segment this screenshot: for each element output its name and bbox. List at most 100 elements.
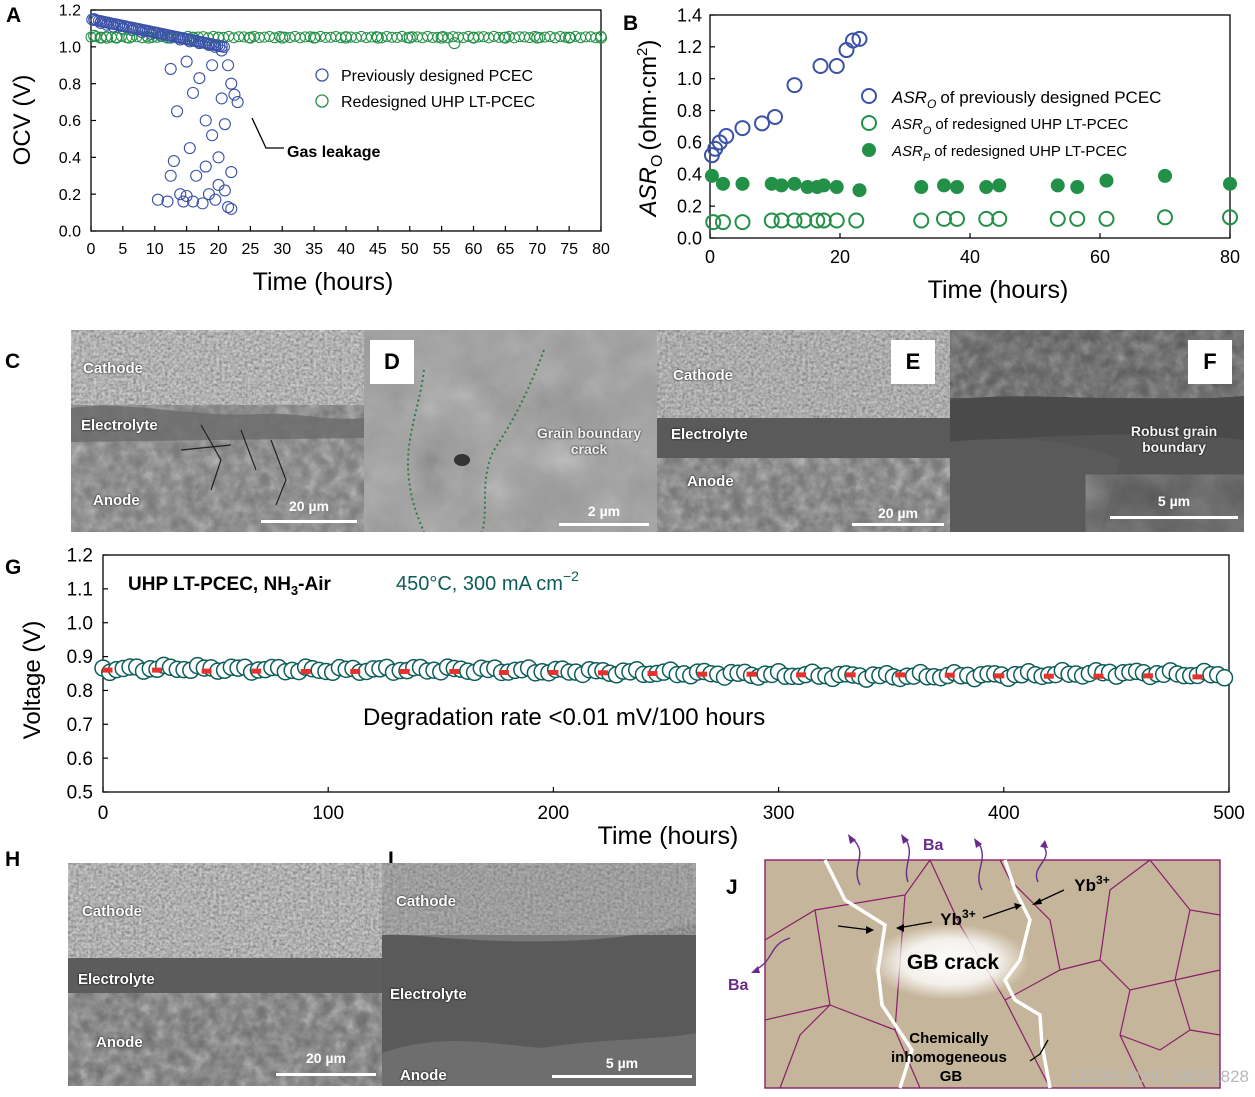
data-point — [1069, 210, 1086, 227]
chart-A-points — [85, 13, 608, 215]
average-mark — [399, 668, 410, 674]
data-point — [595, 30, 607, 42]
sem-E-anode: Anode — [687, 473, 734, 490]
sem-E-scale-label: 20 µm — [878, 505, 918, 521]
chart-G-annotation: Degradation rate <0.01 mV/100 hours — [363, 704, 765, 731]
data-point — [206, 129, 219, 142]
data-point — [217, 40, 230, 53]
legend-redesigned: Redesigned UHP LT-PCEC — [341, 94, 535, 111]
legend-previous: Previously designed PCEC — [341, 68, 533, 85]
x-tick-label: 40 — [960, 247, 980, 267]
data-point — [718, 128, 735, 145]
data-point — [199, 160, 212, 173]
legend-asro-redesigned: ASRO of redesigned UHP LT-PCEC — [891, 116, 1128, 137]
x-tick-label: 300 — [763, 803, 795, 824]
chem-pointer — [1029, 1039, 1049, 1062]
chart-B-points — [703, 30, 1238, 231]
y-tick-label: 1.0 — [67, 613, 93, 634]
average-mark — [697, 671, 708, 677]
data-point — [1070, 180, 1085, 195]
svg-text:Yb3+: Yb3+ — [1074, 873, 1109, 895]
sem-image-D: D Grain boundary crack 2 µm — [364, 330, 657, 532]
x-tick-label: 0 — [87, 241, 96, 258]
schematic-J: J GB crack Yb3+ Yb3+ — [726, 834, 1221, 1089]
panel-badge-D: D — [370, 340, 414, 384]
y-tick-label: 1.0 — [677, 69, 702, 89]
chart-G-title: UHP LT-PCEC, NH3-Air — [128, 574, 331, 598]
panel-letter-I: I — [388, 848, 394, 871]
data-point — [171, 105, 184, 118]
sem-I-scale-bar — [552, 1075, 692, 1078]
panel-letter-H: H — [5, 848, 21, 871]
data-point — [206, 59, 219, 72]
data-point — [705, 214, 722, 231]
panel-letter-B: B — [623, 12, 638, 35]
y-tick-label: 0.0 — [59, 224, 81, 241]
sem-image-C: Cathode Electrolyte Anode 20 µm — [71, 330, 364, 532]
sem-texture-C — [71, 330, 364, 532]
data-point — [950, 180, 964, 195]
y-tick-label: 0.8 — [677, 101, 702, 121]
data-point — [186, 86, 200, 99]
data-point — [809, 212, 826, 229]
sem-E-cathode: Cathode — [673, 367, 733, 384]
y-tick-label: 1.1 — [67, 580, 93, 601]
sem-D-scale-label: 2 µm — [587, 503, 621, 519]
sem-H-scale-bar — [276, 1073, 376, 1076]
sem-I-cathode: Cathode — [396, 893, 456, 910]
average-mark — [251, 668, 262, 674]
x-tick-label: 100 — [312, 803, 344, 824]
panel-letter-A: A — [6, 4, 21, 27]
x-tick-label: 60 — [465, 241, 483, 258]
data-point — [812, 57, 829, 74]
data-point — [816, 178, 831, 193]
sem-H-anode: Anode — [96, 1034, 143, 1051]
legend-marker-redesigned — [315, 94, 329, 108]
sem-E-scale-bar — [852, 523, 944, 526]
y-tick-label: 0.6 — [677, 133, 702, 153]
y-tick-label: 1.2 — [677, 37, 702, 57]
chart-A-xlabel: Time (hours) — [253, 268, 394, 296]
data-point — [222, 59, 235, 72]
sem-E-electrolyte: Electrolyte — [671, 426, 748, 443]
data-point — [202, 188, 215, 201]
data-point — [196, 197, 209, 210]
chart-B-ylabel: ASRO(ohm·cm2) — [634, 40, 666, 219]
data-point — [767, 108, 783, 125]
x-tick-label: 75 — [560, 241, 578, 258]
y-tick-label: 0.8 — [67, 681, 93, 702]
y-tick-label: 0.6 — [59, 113, 81, 130]
y-tick-label: 0.7 — [67, 715, 93, 736]
chart-A-ylabel: OCV (V) — [9, 75, 36, 166]
data-point — [914, 180, 929, 195]
sem-F-scale-bar — [1110, 516, 1238, 519]
sem-D-scale-bar — [559, 523, 649, 526]
gas-leakage-annotation: Gas leakage — [287, 144, 381, 161]
data-point — [186, 195, 200, 208]
average-mark — [548, 669, 559, 675]
data-point — [734, 120, 751, 137]
average-mark — [796, 672, 807, 678]
y-tick-label: 1.2 — [67, 546, 93, 567]
data-point — [937, 178, 951, 193]
x-tick-label: 20 — [210, 241, 228, 258]
y-tick-label: 0.0 — [677, 228, 702, 248]
average-mark — [201, 668, 212, 674]
data-point — [754, 115, 770, 132]
data-point — [215, 92, 228, 105]
sem-F-scale-label: 5 µm — [1157, 493, 1191, 509]
average-mark — [994, 673, 1005, 679]
data-point — [704, 168, 719, 183]
x-tick-label: 50 — [401, 241, 419, 258]
data-point — [209, 193, 222, 206]
data-point — [716, 176, 730, 191]
x-tick-label: 45 — [369, 241, 387, 258]
data-point — [212, 151, 225, 164]
data-point — [773, 212, 790, 229]
yb-left: Yb3+ — [837, 903, 1022, 934]
gb-crack-glow — [870, 924, 1030, 1000]
data-point — [992, 178, 1007, 193]
gas-leakage-pointer — [251, 117, 284, 149]
average-mark — [102, 667, 113, 673]
data-point — [183, 142, 196, 155]
